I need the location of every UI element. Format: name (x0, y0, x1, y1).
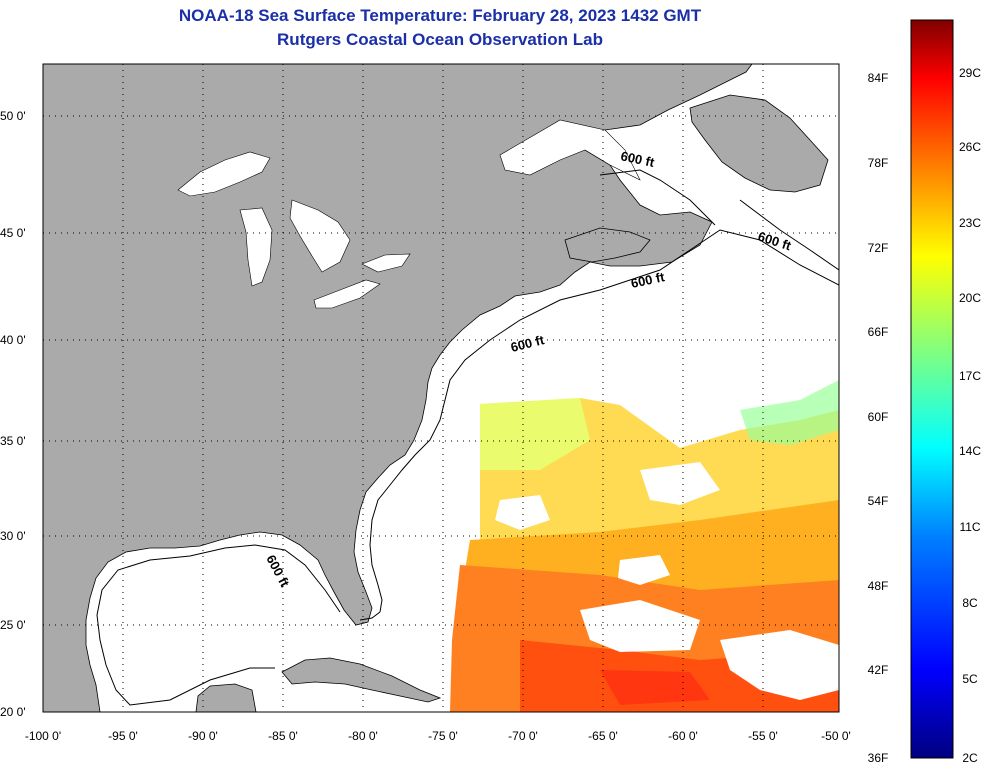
sst-data (450, 380, 839, 712)
x-tick-label: -55 0' (748, 729, 778, 743)
depth-contour-600ft-north (599, 169, 839, 271)
colorbar-c-label: 14C (959, 444, 981, 458)
contour-label-3: 600 ft (630, 269, 667, 291)
lake-michigan-huron (239, 199, 351, 287)
colorbar-c-label: 8C (962, 596, 978, 610)
colorbar-c-label: 23C (959, 216, 981, 230)
y-tick-label: 35 0' (0, 434, 26, 448)
lat-lon-grid (43, 64, 839, 712)
north-america-land (43, 64, 753, 712)
colorbar-c-label: 11C (959, 520, 980, 534)
x-tick-label: -100 0' (25, 729, 61, 743)
x-tick-label: -95 0' (108, 729, 138, 743)
y-tick-label: 50 0' (0, 109, 26, 123)
x-tick-label: -85 0' (268, 729, 298, 743)
colorbar-c-label: 5C (962, 672, 978, 686)
x-tick-label: -90 0' (188, 729, 218, 743)
nova-scotia-land (564, 227, 651, 263)
x-tick-label: -50 0' (821, 729, 851, 743)
y-axis: 50 0' 45 0' 40 0' 35 0' 30 0' 25 0' 20 0… (0, 109, 26, 719)
x-tick-label: -75 0' (428, 729, 458, 743)
x-tick-label: -80 0' (348, 729, 378, 743)
map-title: NOAA-18 Sea Surface Temperature: Februar… (178, 6, 702, 25)
colorbar-f-label: 60F (868, 410, 889, 424)
y-tick-label: 25 0' (0, 618, 26, 632)
x-tick-label: -60 0' (668, 729, 698, 743)
colorbar-c-label: 20C (959, 291, 981, 305)
contour-label-1: 600 ft (619, 148, 656, 170)
y-tick-label: 30 0' (0, 529, 26, 543)
x-axis: -100 0' -95 0' -90 0' -85 0' -80 0' -75 … (25, 729, 851, 743)
colorbar-f-label: 78F (868, 156, 889, 170)
map-subtitle: Rutgers Coastal Ocean Observation Lab (277, 30, 603, 49)
lake-erie-ontario (313, 253, 411, 309)
depth-contour-600ft (96, 229, 839, 706)
y-tick-label: 20 0' (0, 705, 26, 719)
colorbar-f-label: 54F (868, 494, 889, 508)
colorbar: 84F 78F 72F 66F 60F 54F 48F 42F 36F 29C … (868, 19, 981, 765)
colorbar-gradient (910, 19, 954, 759)
y-tick-label: 40 0' (0, 333, 26, 347)
colorbar-f-label: 66F (868, 325, 889, 339)
y-tick-label: 45 0' (0, 226, 26, 240)
map-frame (42, 63, 840, 713)
x-tick-label: -65 0' (588, 729, 618, 743)
colorbar-c-label: 29C (959, 66, 981, 80)
lake-superior (177, 151, 271, 197)
colorbar-c-label: 26C (959, 140, 981, 154)
colorbar-f-label: 84F (868, 71, 889, 85)
colorbar-f-label: 36F (868, 751, 889, 765)
gulf-st-lawrence (499, 119, 641, 181)
x-tick-label: -70 0' (508, 729, 538, 743)
colorbar-f-label: 42F (868, 663, 889, 677)
colorbar-f-label: 72F (868, 241, 889, 255)
cuba-land (281, 657, 442, 703)
newfoundland-land (689, 94, 829, 193)
yucatan-land (195, 683, 257, 712)
colorbar-f-label: 48F (868, 579, 889, 593)
colorbar-c-label: 2C (962, 751, 978, 765)
colorbar-c-label: 17C (959, 369, 981, 383)
